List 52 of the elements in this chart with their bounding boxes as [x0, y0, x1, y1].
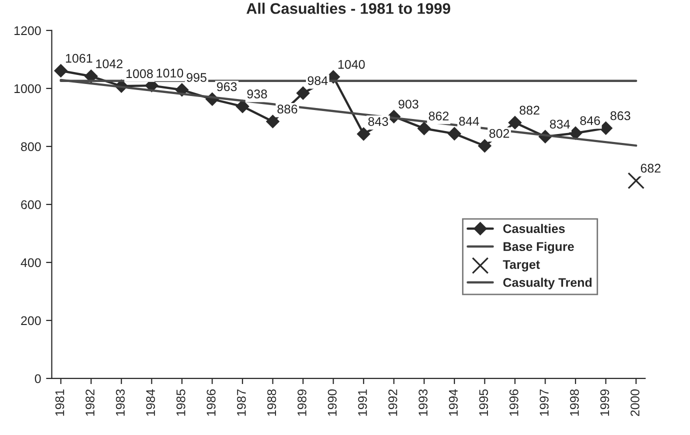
y-tick-label: 400: [20, 258, 41, 268]
x-tick-label: 1997: [540, 389, 549, 416]
data-label: 843: [368, 117, 388, 126]
x-tick-label: 1991: [358, 389, 367, 416]
x-tick-label: 1987: [236, 389, 246, 416]
x-tick-label: 1993: [418, 389, 428, 416]
x-tick-label: 2000: [630, 389, 640, 416]
data-label: 963: [216, 82, 237, 92]
y-tick-label: 200: [21, 316, 41, 326]
x-tick-label: 1990: [328, 389, 337, 416]
data-label: 1008: [126, 69, 153, 78]
x-tick-label: 1999: [600, 389, 610, 416]
data-label: 844: [459, 116, 480, 126]
x-tick-label: 1984: [146, 389, 156, 416]
chart-title: All Casualties - 1981 to 1999: [246, 2, 450, 14]
data-label: 1040: [338, 60, 365, 69]
data-label: 882: [520, 106, 540, 115]
y-tick-label: 0: [34, 374, 41, 384]
x-tick-label: 1982: [86, 389, 94, 416]
y-tick-label: 1200: [14, 26, 41, 36]
data-label: 862: [428, 112, 449, 120]
legend-label: Target: [502, 260, 540, 272]
x-tick-label: 1985: [176, 389, 186, 416]
x-tick-label: 1992: [388, 389, 398, 416]
data-label: 1042: [96, 59, 122, 68]
data-label: 1010: [156, 68, 184, 78]
data-label: 682: [640, 164, 660, 173]
legend-label: Base Figure: [504, 242, 574, 254]
y-tick-label: 1000: [14, 84, 41, 94]
x-tick-label: 1989: [298, 389, 306, 416]
x-tick-label: 1998: [570, 389, 579, 416]
legend-label: Casualty Trend: [503, 278, 592, 290]
data-label: 938: [247, 90, 267, 98]
y-tick-label: 600: [21, 200, 41, 210]
data-label: 903: [398, 100, 418, 109]
x-tick-label: 1996: [509, 389, 518, 416]
x-tick-label: 1995: [479, 389, 488, 416]
data-label: 863: [610, 111, 630, 120]
legend-label: Casualties: [503, 224, 565, 234]
x-tick-label: 1988: [267, 389, 276, 416]
data-label: 1061: [66, 54, 92, 63]
x-tick-label: 1994: [448, 389, 458, 416]
data-label: 984: [308, 76, 328, 86]
data-label: 995: [186, 73, 206, 82]
x-tick-label: 1986: [206, 389, 216, 416]
data-label: 802: [489, 128, 510, 138]
data-label: 846: [580, 116, 600, 126]
y-tick-label: 800: [21, 142, 41, 152]
data-label: 886: [277, 104, 298, 114]
x-tick-label: 1983: [116, 389, 125, 416]
data-label: 834: [550, 120, 570, 129]
x-tick-label: 1981: [55, 389, 64, 416]
